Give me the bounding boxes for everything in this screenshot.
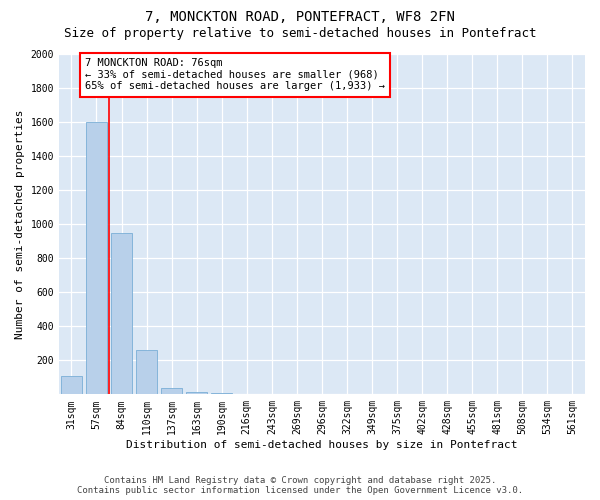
Bar <box>136 350 157 395</box>
X-axis label: Distribution of semi-detached houses by size in Pontefract: Distribution of semi-detached houses by … <box>126 440 518 450</box>
Text: Size of property relative to semi-detached houses in Pontefract: Size of property relative to semi-detach… <box>64 28 536 40</box>
Text: 7, MONCKTON ROAD, PONTEFRACT, WF8 2FN: 7, MONCKTON ROAD, PONTEFRACT, WF8 2FN <box>145 10 455 24</box>
Bar <box>211 393 232 394</box>
Bar <box>111 232 132 394</box>
Text: Contains HM Land Registry data © Crown copyright and database right 2025.
Contai: Contains HM Land Registry data © Crown c… <box>77 476 523 495</box>
Y-axis label: Number of semi-detached properties: Number of semi-detached properties <box>15 110 25 339</box>
Bar <box>186 392 208 394</box>
Text: 7 MONCKTON ROAD: 76sqm
← 33% of semi-detached houses are smaller (968)
65% of se: 7 MONCKTON ROAD: 76sqm ← 33% of semi-det… <box>85 58 385 92</box>
Bar <box>161 388 182 394</box>
Bar <box>86 122 107 394</box>
Bar <box>61 376 82 394</box>
